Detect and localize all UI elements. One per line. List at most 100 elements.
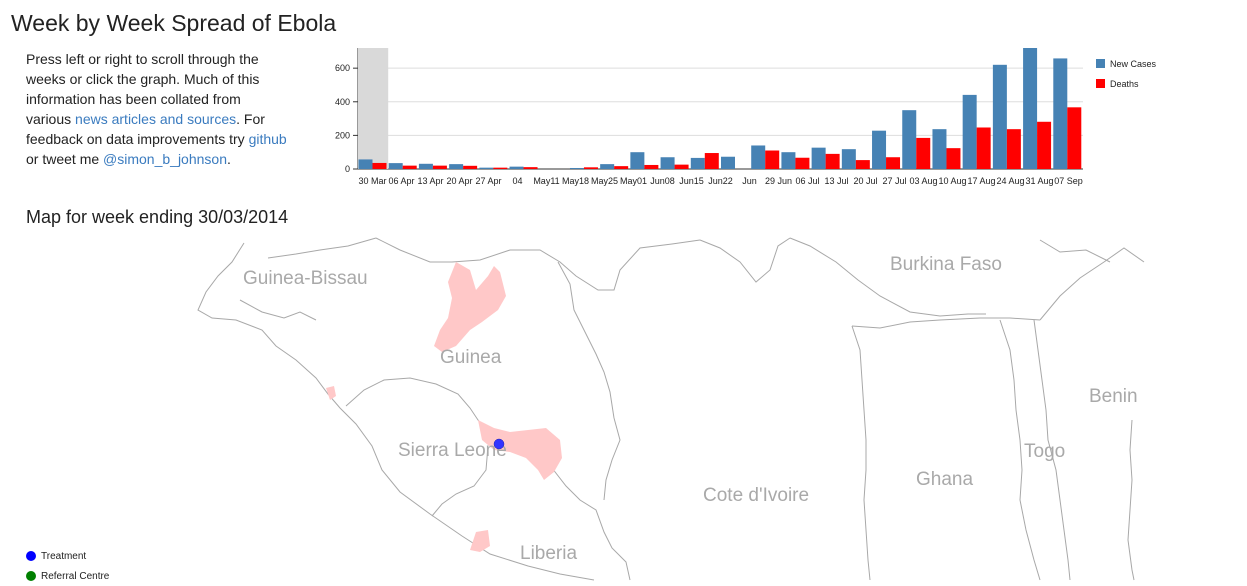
- bar-new-cases[interactable]: [1053, 58, 1068, 169]
- x-tick-label: Jun: [742, 176, 757, 186]
- border-cote-ghana: [851, 325, 871, 581]
- y-tick-label: 200: [335, 130, 350, 140]
- bar-new-cases[interactable]: [388, 163, 403, 169]
- bar-new-cases[interactable]: [630, 152, 645, 169]
- label-guinea: Guinea: [440, 347, 502, 368]
- x-tick-label: 17 Aug: [967, 176, 995, 186]
- bar-deaths[interactable]: [583, 167, 598, 169]
- github-link[interactable]: github: [248, 131, 287, 147]
- bar-new-cases[interactable]: [932, 129, 947, 169]
- news-articles-link[interactable]: news articles and sources: [75, 111, 237, 127]
- y-tick-label: 600: [335, 63, 350, 73]
- intro-text-3: or tweet me: [26, 151, 104, 167]
- affected-region-sierra-leone-east: [478, 420, 562, 480]
- border-guinea-bissau-guinea: [267, 237, 377, 259]
- affected-regions: [326, 262, 562, 552]
- label-togo: Togo: [1024, 441, 1065, 462]
- bar-new-cases[interactable]: [872, 130, 887, 169]
- x-tick-label: 06 Jul: [795, 176, 819, 186]
- page-title: Week by Week Spread of Ebola: [11, 10, 337, 36]
- bar-new-cases[interactable]: [841, 149, 856, 169]
- bar-new-cases[interactable]: [992, 64, 1007, 169]
- bar-deaths[interactable]: [765, 150, 780, 169]
- bar-deaths[interactable]: [372, 162, 387, 169]
- bar-deaths[interactable]: [1067, 107, 1082, 169]
- map-borders: [197, 237, 1145, 581]
- bar-new-cases[interactable]: [721, 156, 735, 169]
- bar-deaths[interactable]: [432, 165, 447, 169]
- legend-item-treatment: Treatment: [26, 546, 109, 566]
- bar-new-cases[interactable]: [690, 157, 705, 169]
- bar-deaths[interactable]: [463, 165, 478, 169]
- bar-new-cases[interactable]: [781, 152, 796, 169]
- legend-item-referral-centre: Referral Centre: [26, 566, 109, 586]
- label-sierra-leone: Sierra Leone: [398, 440, 507, 461]
- bar-deaths[interactable]: [976, 127, 991, 169]
- x-tick-label: May25: [591, 176, 618, 186]
- selected-week-highlight[interactable]: [358, 48, 389, 169]
- bar-deaths[interactable]: [614, 166, 629, 169]
- bar-new-cases[interactable]: [962, 94, 977, 169]
- treatment-centre-marker[interactable]: [493, 438, 505, 450]
- bar-deaths[interactable]: [402, 165, 417, 169]
- bar-deaths[interactable]: [825, 153, 840, 169]
- label-ghana: Ghana: [916, 469, 973, 490]
- bar-deaths[interactable]: [946, 148, 961, 169]
- legend-label-treatment: Treatment: [41, 550, 87, 562]
- bar-new-cases[interactable]: [751, 145, 766, 169]
- x-tick-label: 10 Aug: [938, 176, 966, 186]
- affected-region-coast: [326, 386, 336, 400]
- x-tick-label: 20 Apr: [446, 176, 472, 186]
- treatment-dot-icon: [26, 551, 36, 561]
- x-tick-label: 13 Jul: [824, 176, 848, 186]
- bar-deaths[interactable]: [704, 153, 719, 169]
- bar-deaths[interactable]: [644, 164, 659, 169]
- border-cote-burkina: [789, 237, 986, 317]
- y-tick-label: 0: [345, 164, 350, 174]
- x-tick-label: Jun15: [679, 176, 704, 186]
- bar-new-cases[interactable]: [509, 166, 524, 169]
- border-mali-cote: [699, 237, 791, 283]
- bar-deaths[interactable]: [1037, 121, 1052, 169]
- country-labels: Guinea-Bissau Guinea Sierra Leone Liberi…: [243, 254, 1138, 564]
- border-sierra-leone-liberia: [431, 445, 489, 517]
- x-tick-label: 06 Apr: [388, 176, 414, 186]
- label-guinea-bissau: Guinea-Bissau: [243, 268, 368, 289]
- legend-label-referral-centre: Referral Centre: [41, 570, 110, 582]
- bar-new-cases[interactable]: [449, 164, 464, 169]
- x-tick-label: May18: [562, 176, 589, 186]
- bar-deaths[interactable]: [795, 157, 810, 169]
- bar-new-cases[interactable]: [811, 147, 826, 169]
- twitter-link[interactable]: @simon_b_johnson: [103, 151, 227, 167]
- legend-label: Deaths: [1110, 79, 1139, 89]
- bar-deaths[interactable]: [855, 160, 870, 169]
- intro-text-2: . For feedback on data improvements try: [26, 111, 265, 147]
- x-tick-label: 24 Aug: [996, 176, 1024, 186]
- x-tick-label: 30 Mar: [358, 176, 386, 186]
- bar-new-cases[interactable]: [479, 167, 494, 169]
- weekly-bar-chart[interactable]: 0 200 400 600 30 Mar 06 Apr 13 Apr 20 Apr 27 Apr…: [325, 40, 1185, 192]
- bar-new-cases[interactable]: [569, 167, 584, 169]
- bar-deaths[interactable]: [1006, 129, 1021, 169]
- x-tick-label: Jun08: [650, 176, 675, 186]
- bar-new-cases[interactable]: [358, 159, 373, 169]
- legend-swatch: [1096, 79, 1105, 88]
- bar-deaths[interactable]: [523, 167, 538, 169]
- bar-deaths[interactable]: [916, 137, 931, 169]
- border-ghana-togo: [999, 319, 1041, 581]
- x-tick-label: 20 Jul: [853, 176, 877, 186]
- x-tick-label: May01: [620, 176, 647, 186]
- bar-deaths[interactable]: [493, 167, 508, 169]
- affected-region-guinea-east: [434, 262, 506, 352]
- bar-deaths[interactable]: [886, 157, 901, 169]
- bar-new-cases[interactable]: [1023, 48, 1038, 169]
- bar-new-cases[interactable]: [600, 164, 615, 169]
- label-benin: Benin: [1089, 386, 1138, 407]
- bar-new-cases[interactable]: [902, 110, 917, 169]
- referral-dot-icon: [26, 571, 36, 581]
- bar-new-cases[interactable]: [660, 157, 675, 169]
- bar-new-cases[interactable]: [418, 163, 433, 169]
- bar-deaths[interactable]: [674, 164, 689, 169]
- border-liberia-cote: [603, 417, 621, 501]
- x-tick-label: 31 Aug: [1025, 176, 1053, 186]
